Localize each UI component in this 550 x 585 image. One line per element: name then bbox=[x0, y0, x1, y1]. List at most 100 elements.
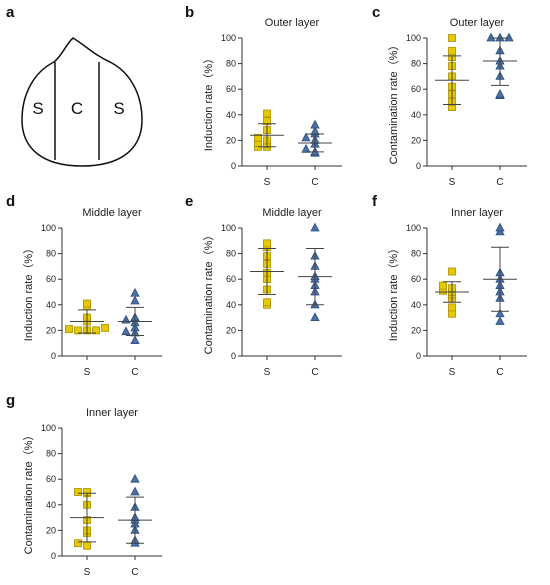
data-point-square bbox=[101, 323, 109, 332]
x-category-label: C bbox=[131, 567, 138, 578]
x-category-label: C bbox=[496, 367, 503, 378]
y-tick-label: 0 bbox=[231, 351, 236, 361]
data-point-square bbox=[65, 325, 73, 334]
chart-title: Middle layer bbox=[262, 207, 322, 219]
y-tick-label: 60 bbox=[226, 84, 236, 94]
data-point-triangle bbox=[130, 486, 140, 496]
y-tick-label: 40 bbox=[411, 300, 421, 310]
x-category-label: S bbox=[264, 177, 271, 188]
y-tick-label: 20 bbox=[46, 325, 56, 335]
panel-letter-e: e bbox=[185, 193, 194, 210]
data-point-square bbox=[263, 109, 271, 118]
data-point-triangle bbox=[495, 308, 505, 318]
y-axis-label: Contamination rate（%） bbox=[202, 230, 215, 355]
data-point-triangle bbox=[504, 32, 514, 42]
chart-title: Outer layer bbox=[450, 17, 505, 29]
y-tick-label: 60 bbox=[411, 274, 421, 284]
chart-e: Middle layer Contamination rate（%） 0 20 40 60… bbox=[190, 200, 365, 380]
y-tick-label: 0 bbox=[416, 351, 421, 361]
data-point-triangle bbox=[495, 222, 505, 232]
y-tick-label: 20 bbox=[411, 135, 421, 145]
leaf-diagram-svg: S C S bbox=[21, 37, 143, 167]
data-point-triangle bbox=[121, 326, 131, 336]
chart-title: Inner layer bbox=[451, 207, 503, 219]
data-point-square bbox=[448, 303, 456, 312]
y-tick-label: 20 bbox=[411, 325, 421, 335]
y-tick-label: 40 bbox=[46, 500, 56, 510]
data-point-triangle bbox=[121, 314, 131, 324]
data-point-square bbox=[74, 539, 82, 548]
y-tick-label: 0 bbox=[416, 161, 421, 171]
y-tick-label: 20 bbox=[226, 325, 236, 335]
chart-title: Inner layer bbox=[86, 407, 138, 419]
data-point-triangle bbox=[495, 316, 505, 325]
data-point-square bbox=[448, 267, 456, 276]
y-tick-label: 60 bbox=[46, 474, 56, 484]
y-tick-label: 80 bbox=[46, 249, 56, 259]
data-point-square bbox=[263, 298, 271, 307]
y-tick-label: 20 bbox=[226, 135, 236, 145]
panel-letter-a: a bbox=[6, 4, 15, 21]
y-tick-label: 60 bbox=[46, 274, 56, 284]
y-tick-label: 80 bbox=[411, 59, 421, 69]
chart-c: Outer layer Contamination rate（%） 0 20 40 60 8… bbox=[375, 10, 550, 190]
y-tick-label: 100 bbox=[41, 423, 56, 433]
x-category-label: S bbox=[84, 367, 91, 378]
leaf-label-c: C bbox=[71, 99, 83, 118]
y-tick-label: 80 bbox=[46, 449, 56, 459]
y-tick-label: 100 bbox=[221, 223, 236, 233]
x-category-label: S bbox=[84, 567, 91, 578]
y-tick-label: 40 bbox=[46, 300, 56, 310]
y-axis-label: Induction rate（%） bbox=[202, 53, 215, 151]
y-axis-label: Contamination rate（%） bbox=[22, 430, 35, 555]
data-point-square bbox=[439, 281, 447, 290]
chart-svg-b: Outer layer Induction rate（%） 0 20 40 60 80 100… bbox=[202, 17, 342, 188]
data-point-triangle bbox=[301, 144, 311, 153]
x-category-label: C bbox=[311, 177, 318, 188]
data-point-triangle bbox=[130, 287, 140, 297]
data-point-square bbox=[83, 299, 91, 308]
leaf-outline bbox=[21, 37, 143, 167]
x-category-label: C bbox=[311, 367, 318, 378]
data-point-square bbox=[448, 46, 456, 55]
y-tick-label: 40 bbox=[226, 110, 236, 120]
chart-title: Middle layer bbox=[82, 207, 142, 219]
data-point-triangle bbox=[310, 119, 320, 129]
y-tick-label: 40 bbox=[411, 110, 421, 120]
y-tick-label: 100 bbox=[41, 223, 56, 233]
y-axis-label: Contamination rate（%） bbox=[387, 40, 400, 165]
y-tick-label: 0 bbox=[51, 551, 56, 561]
y-axis-label: Induction rate（%） bbox=[22, 243, 35, 341]
data-point-triangle bbox=[486, 32, 496, 42]
x-category-label: S bbox=[449, 367, 456, 378]
data-point-triangle bbox=[130, 335, 140, 345]
data-point-triangle bbox=[130, 473, 140, 483]
data-point-triangle bbox=[301, 132, 311, 142]
chart-g: Inner layer Contamination rate（%） 0 20 40 60 8… bbox=[10, 400, 185, 580]
data-point-square bbox=[254, 133, 262, 142]
data-point-square bbox=[83, 541, 91, 550]
x-category-label: S bbox=[264, 367, 271, 378]
x-category-label: C bbox=[131, 367, 138, 378]
y-tick-label: 100 bbox=[221, 33, 236, 43]
chart-svg-e: Middle layer Contamination rate（%） 0 20 40 60… bbox=[202, 207, 342, 378]
x-category-label: C bbox=[496, 177, 503, 188]
y-tick-label: 80 bbox=[226, 59, 236, 69]
y-tick-label: 0 bbox=[51, 351, 56, 361]
y-tick-label: 0 bbox=[231, 161, 236, 171]
x-category-label: S bbox=[449, 177, 456, 188]
y-tick-label: 100 bbox=[406, 223, 421, 233]
y-tick-label: 40 bbox=[226, 300, 236, 310]
chart-svg-f: Inner layer Induction rate（%） 0 20 40 60 80 100… bbox=[387, 207, 527, 378]
y-tick-label: 60 bbox=[411, 84, 421, 94]
y-tick-label: 20 bbox=[46, 525, 56, 535]
y-tick-label: 80 bbox=[226, 249, 236, 259]
y-tick-label: 100 bbox=[406, 33, 421, 43]
chart-b: Outer layer Induction rate（%） 0 20 40 60 80 100… bbox=[190, 10, 365, 190]
chart-svg-d: Middle layer Induction rate（%） 0 20 40 60 80 10… bbox=[22, 207, 162, 378]
panel-letter-g: g bbox=[6, 392, 16, 409]
data-point-triangle bbox=[130, 295, 140, 305]
y-axis-label: Induction rate（%） bbox=[387, 243, 400, 341]
data-point-triangle bbox=[495, 88, 505, 98]
chart-d: Middle layer Induction rate（%） 0 20 40 60 80 10… bbox=[10, 200, 185, 380]
